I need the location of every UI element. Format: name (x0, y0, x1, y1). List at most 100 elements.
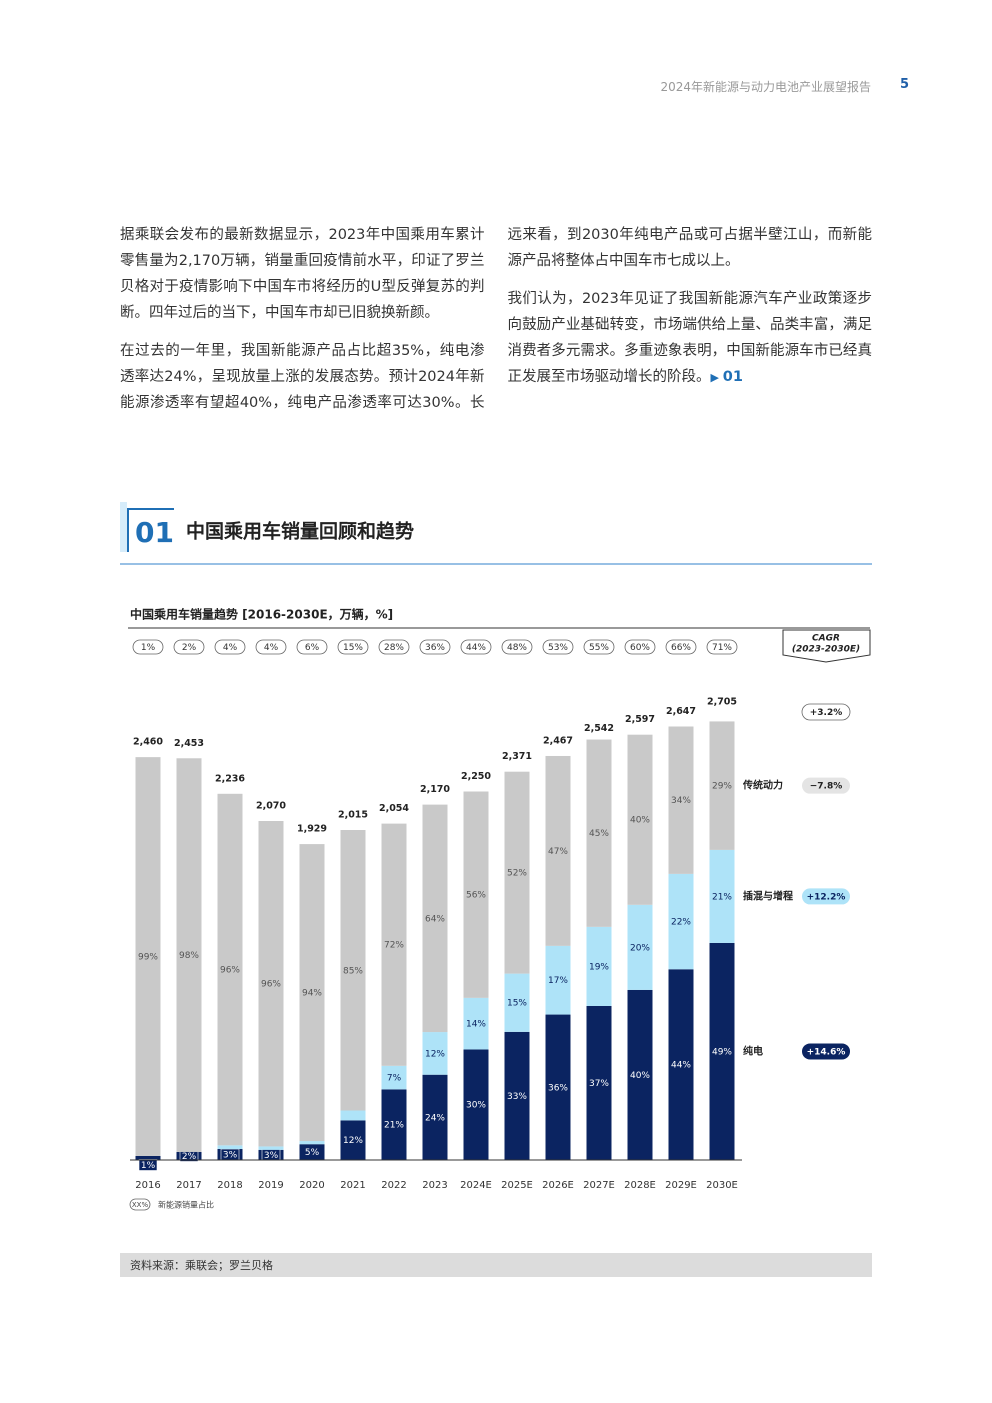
total-label: 2,070 (256, 800, 286, 811)
cagr-value: −7.8% (810, 782, 843, 792)
series-label: 插混与增程 (743, 889, 793, 902)
bar-segment (217, 793, 243, 1146)
chart-reference[interactable]: 01 (711, 369, 743, 385)
share-label: 44% (466, 643, 486, 653)
x-tick-label: 2028E (624, 1180, 656, 1191)
total-label: 2,453 (174, 738, 204, 749)
segment-label: 85% (343, 966, 363, 976)
share-pill (542, 639, 574, 655)
total-label: 2,371 (502, 751, 532, 762)
series-label: 传统动力 (742, 779, 783, 792)
bar-segment (545, 945, 571, 1015)
share-label: 60% (630, 643, 650, 653)
total-label: 2,170 (420, 784, 450, 795)
segment-label: 14% (466, 1020, 486, 1030)
segment-label: 15% (507, 999, 527, 1009)
x-tick-label: 2027E (583, 1180, 615, 1191)
legend-pill (129, 1198, 151, 1211)
bar-segment (381, 1065, 407, 1090)
cagr-value: +3.2% (810, 708, 843, 718)
bar-segment (586, 926, 612, 1006)
share-pill (132, 639, 164, 655)
bar-segment (299, 844, 325, 1142)
share-pill (665, 639, 697, 655)
share-label: 4% (223, 643, 238, 653)
bar-segment (299, 1144, 325, 1160)
share-pill (214, 639, 246, 655)
segment-label: 17% (548, 976, 568, 986)
segment-label: 3% (223, 1151, 238, 1161)
x-tick-label: 2024E (460, 1180, 492, 1191)
x-tick-label: 2021 (340, 1180, 365, 1191)
share-label: 2% (182, 643, 197, 653)
bar-segment (709, 942, 735, 1160)
segment-label: 33% (507, 1092, 527, 1102)
bar-segment (340, 1120, 366, 1160)
cagr-pill (802, 1043, 850, 1060)
section-accent (120, 502, 127, 552)
x-tick-label: 2020 (299, 1180, 324, 1191)
chart-title: 中国乘用车销量趋势 [2016-2030E，万辆，%] (130, 607, 393, 622)
bar-segment (422, 804, 448, 1033)
bar-segment (422, 1032, 448, 1075)
x-tick-label: 2017 (176, 1180, 201, 1191)
segment-label: 47% (548, 847, 568, 857)
bar-segment (381, 1089, 407, 1160)
segment-label: 45% (589, 829, 609, 839)
segment-label: 34% (671, 796, 691, 806)
bar-segment (299, 1141, 325, 1145)
share-pill (501, 639, 533, 655)
segment-label: 98% (179, 951, 199, 961)
share-pill (173, 639, 205, 655)
segment-label: 22% (671, 918, 691, 928)
share-label: 4% (264, 643, 279, 653)
share-pill (255, 639, 287, 655)
bar-segment (545, 755, 571, 946)
share-label: 55% (589, 643, 609, 653)
section-number: 01 (135, 516, 174, 549)
cagr-pill (802, 777, 850, 794)
segment-label: 52% (507, 869, 527, 879)
segment-label: 99% (138, 953, 158, 963)
cagr-header: (2023-2030E) (792, 645, 860, 655)
x-tick-label: 2023 (422, 1180, 447, 1191)
segment-label: 19% (589, 962, 609, 972)
total-label: 2,705 (707, 697, 737, 708)
bar-segment (627, 989, 653, 1160)
share-label: 66% (671, 643, 691, 653)
x-tick-label: 2029E (665, 1180, 697, 1191)
x-tick-label: 2016 (135, 1180, 160, 1191)
bar-segment (627, 904, 653, 990)
segment-label: 3% (264, 1151, 279, 1161)
share-label: 71% (712, 643, 732, 653)
x-tick-label: 2018 (217, 1180, 242, 1191)
cagr-header-box (782, 629, 871, 663)
share-pill (583, 639, 615, 655)
total-label: 2,250 (461, 771, 491, 782)
share-pill (337, 639, 369, 655)
segment-label: 12% (343, 1136, 363, 1146)
bar-segment (545, 1014, 571, 1160)
bar-segment (586, 739, 612, 927)
share-pill (378, 639, 410, 655)
x-tick-label: 2030E (706, 1180, 738, 1191)
segment-label: 5% (305, 1148, 320, 1158)
bar-segment (340, 1110, 366, 1121)
share-label: 6% (305, 643, 320, 653)
x-tick-label: 2019 (258, 1180, 283, 1191)
share-pill (706, 639, 738, 655)
bar-segment (668, 873, 694, 970)
bar-segment (709, 721, 735, 850)
total-label: 2,647 (666, 706, 696, 717)
bar-segment (504, 1031, 530, 1160)
section-bracket (127, 508, 174, 552)
total-label: 2,597 (625, 714, 655, 725)
segment-label: 12% (425, 1049, 445, 1059)
segment-label: 36% (548, 1083, 568, 1093)
bar-segment (504, 771, 530, 974)
share-pill (419, 639, 451, 655)
paragraph: 在过去的一年里，我国新能源产品占比超35%，纯电渗透率达24%，呈现放量上涨的发… (120, 227, 872, 411)
bar-segment (463, 1049, 489, 1160)
bar-segment (176, 758, 202, 1152)
